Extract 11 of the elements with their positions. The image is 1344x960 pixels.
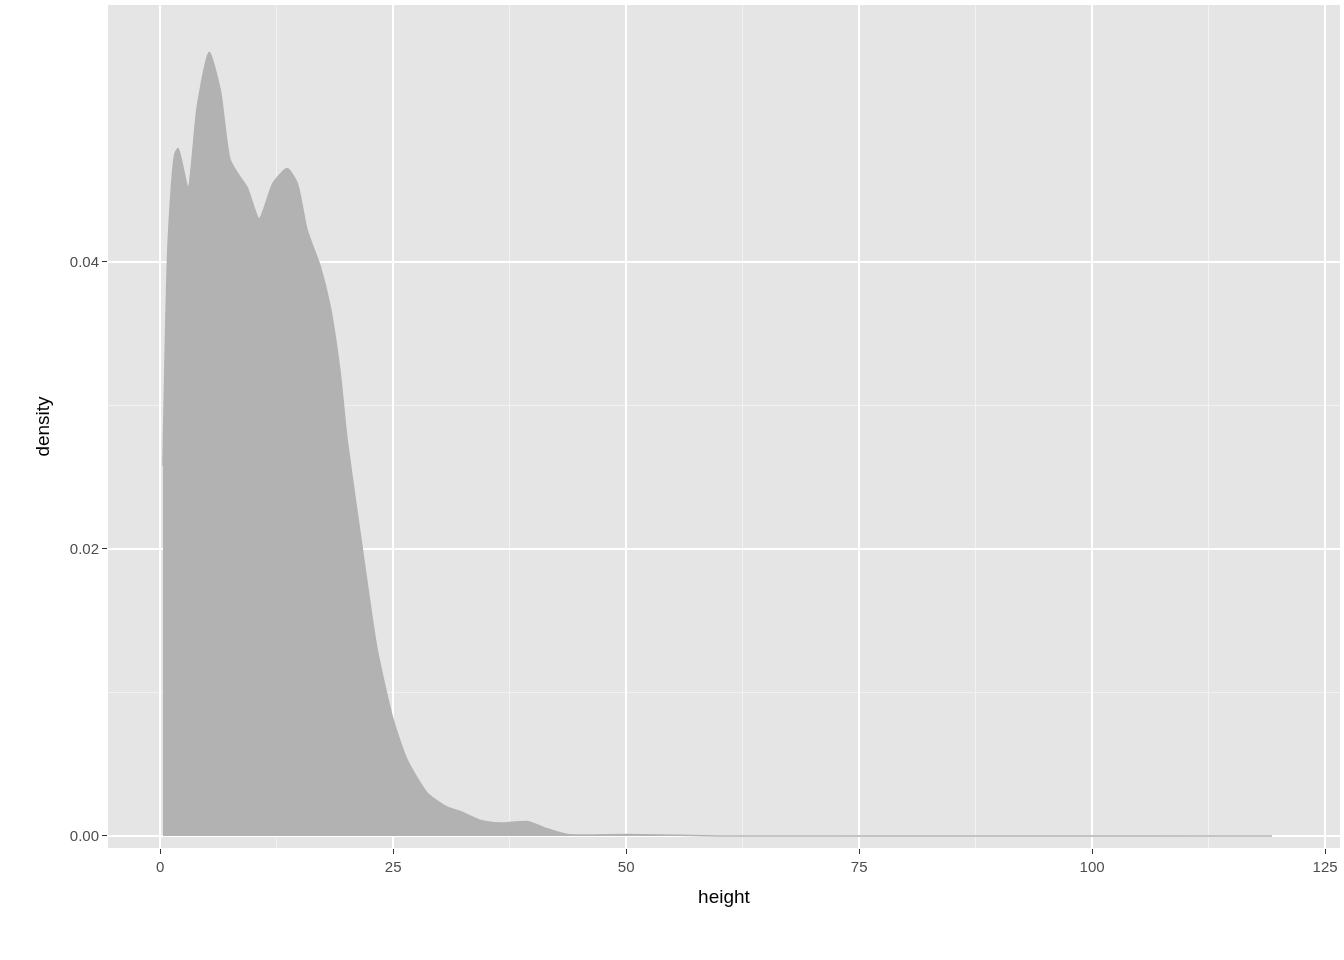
y-tick-label: 0.04 (69, 253, 99, 271)
x-tick-label: 125 (1312, 858, 1338, 875)
x-tick-label: 50 (617, 858, 635, 875)
y-axis-title: density (31, 395, 53, 457)
x-tick-label: 25 (384, 858, 402, 875)
x-axis-title: height (698, 885, 751, 907)
x-tick-label: 0 (156, 858, 165, 875)
x-tick-label: 100 (1079, 858, 1105, 875)
y-tick-label: 0.02 (69, 540, 99, 558)
y-tick-label: 0.00 (69, 827, 99, 845)
x-tick-label: 75 (850, 858, 868, 875)
